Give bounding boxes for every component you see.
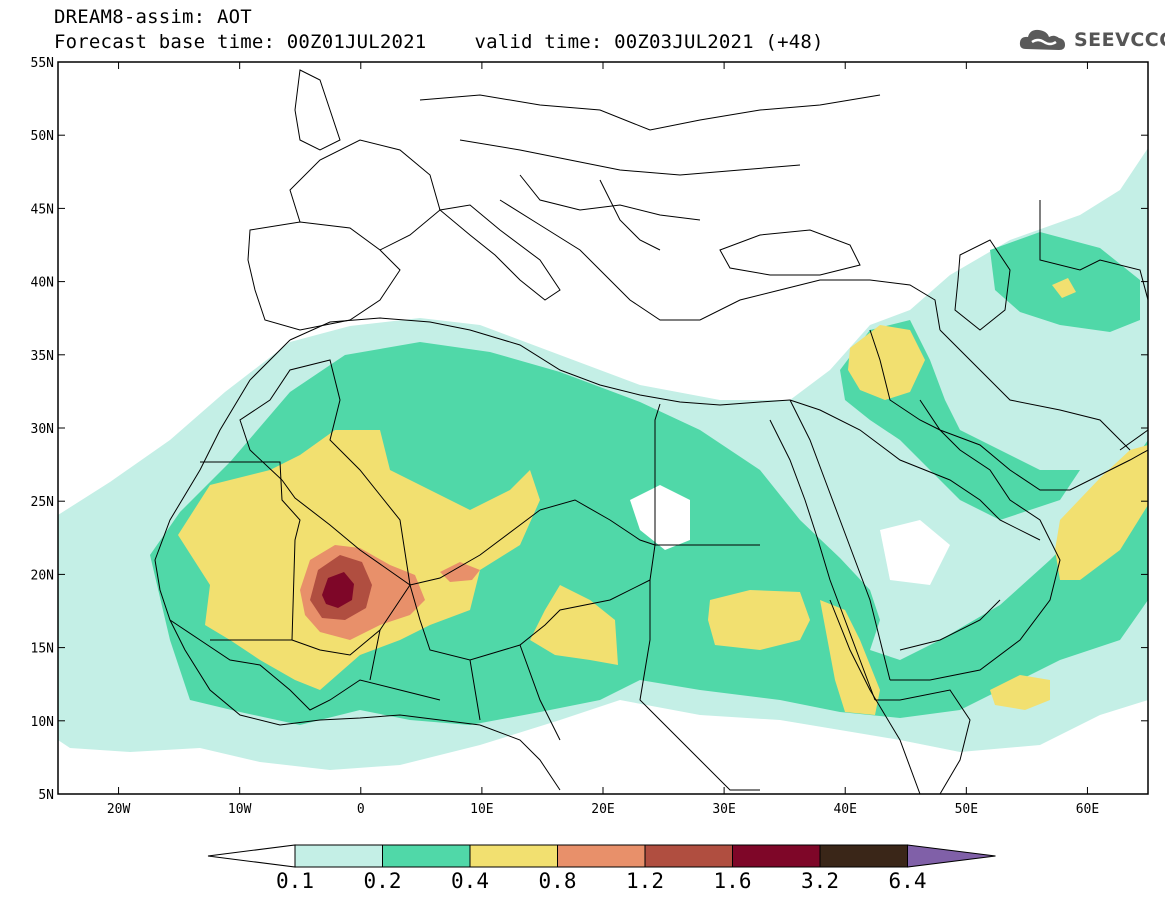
- forecast-base-time: Forecast base time: 00Z01JUL2021: [54, 31, 427, 53]
- lat-tick-label: 25N: [31, 495, 54, 510]
- lat-tick-label: 20N: [31, 568, 54, 583]
- colorbar-label: 0.2: [364, 869, 402, 893]
- north-africa-coast: [289, 317, 791, 406]
- red-sea-east: [789, 399, 891, 681]
- red-sea-west: [769, 419, 876, 701]
- west-africa-coast: [154, 339, 481, 726]
- colorbar-label: 1.6: [714, 869, 752, 893]
- lon-tick-label: 60E: [1076, 802, 1099, 817]
- lon-tick-label: 50E: [955, 802, 978, 817]
- mali-border: [281, 479, 411, 656]
- colorbar-swatch: [557, 844, 646, 868]
- longitude-axis: 20W 10W 0 10E 20E 30E 40E 50E 60E: [107, 62, 1099, 817]
- aot-band-0.4-iraq: [848, 325, 925, 400]
- lon-tick-label: 10W: [228, 802, 252, 817]
- lat-tick-label: 10N: [31, 715, 54, 730]
- colorbar-swatch: [644, 844, 733, 868]
- colorbar: 0.1 0.2 0.4 0.8 1.2 1.6 3.2 6.4: [207, 844, 996, 893]
- aot-band-0.4-chad: [530, 585, 618, 665]
- colorbar-label: 0.1: [276, 869, 314, 893]
- seevccc-logo: SEEVCCC: [1018, 24, 1165, 56]
- libya-egypt-border: [539, 403, 661, 546]
- lat-tick-label: 30N: [31, 422, 54, 437]
- lat-tick-label: 45N: [31, 202, 54, 217]
- colorbar-swatch: [732, 844, 821, 868]
- lon-tick-label: 40E: [833, 802, 856, 817]
- italy-coast: [438, 204, 561, 301]
- saudi-border: [789, 399, 1041, 541]
- lon-tick-label: 0: [357, 802, 365, 817]
- aot-band-0.8-niger: [440, 562, 480, 582]
- sudan-border: [639, 580, 760, 791]
- aot-band-0.4-caspian: [1052, 278, 1076, 298]
- european-interior-borders: [419, 94, 881, 251]
- aot-shading: [58, 148, 1148, 770]
- niger-chad-border: [409, 544, 656, 661]
- caspian-sea: [954, 239, 1011, 331]
- iberia-coast: [247, 221, 401, 331]
- valid-time: valid time: 00Z03JUL2021 (+48): [474, 31, 824, 53]
- colorbar-label: 6.4: [889, 869, 927, 893]
- balkans-coast: [499, 199, 781, 321]
- lon-tick-label: 20E: [591, 802, 614, 817]
- colorbar-under-arrow: [207, 844, 296, 868]
- ethiopia-border: [829, 599, 921, 794]
- lat-tick-label: 50N: [31, 129, 54, 144]
- aot-band-0.4-red-sea: [820, 600, 880, 715]
- lat-tick-label: 35N: [31, 349, 54, 364]
- algeria-border: [239, 359, 541, 586]
- iran-border: [939, 329, 1131, 451]
- aot-band-0.4-arabian-sea: [1055, 445, 1148, 580]
- lat-tick-label: 40N: [31, 276, 54, 291]
- france-coast: [289, 139, 441, 251]
- aot-clear-arabia: [880, 520, 950, 585]
- horn-of-africa: [875, 689, 971, 794]
- persian-gulf: [939, 429, 1148, 491]
- colorbar-label: 3.2: [801, 869, 839, 893]
- colorbar-swatch: [294, 844, 383, 868]
- aot-clear-libya: [630, 485, 690, 550]
- lat-tick-label: 5N: [38, 788, 54, 803]
- colorbar-swatch: [819, 844, 908, 868]
- colorbar-swatch: [469, 844, 558, 868]
- colorbar-label: 1.2: [626, 869, 664, 893]
- black-sea: [719, 229, 861, 276]
- coastlines-borders: [154, 69, 1148, 794]
- logo-text: SEEVCCC: [1074, 29, 1165, 51]
- uk-coast: [294, 69, 341, 151]
- aot-band-0.4-socotra: [990, 675, 1050, 710]
- lon-tick-label: 20W: [107, 802, 131, 817]
- colorbar-label: 0.4: [451, 869, 489, 893]
- chart-subtitle: Forecast base time: 00Z01JUL2021 valid ti…: [54, 31, 824, 53]
- cloud-icon: [1019, 29, 1065, 50]
- india-west: [1119, 429, 1148, 451]
- aot-band-0.4-sudan: [708, 590, 810, 650]
- gulf-of-guinea-coast: [479, 724, 561, 791]
- lon-tick-label: 30E: [712, 802, 735, 817]
- lon-tick-label: 10E: [470, 802, 493, 817]
- aot-band-1.6: [322, 572, 354, 608]
- chart-title: DREAM8-assim: AOT: [54, 6, 252, 28]
- iraq-border: [869, 329, 941, 431]
- lat-tick-label: 55N: [31, 56, 54, 71]
- yemen-border: [899, 599, 1001, 651]
- colorbar-swatch: [382, 844, 471, 868]
- colorbar-over-arrow: [907, 844, 996, 868]
- arabia-coast: [890, 399, 1061, 681]
- latitude-axis: 55N 50N 45N 40N 35N 30N 25N 20N 15N 10N 5N: [31, 56, 1148, 803]
- turkey-border: [779, 279, 941, 331]
- colorbar-label: 0.8: [539, 869, 577, 893]
- west-africa-interior: [169, 619, 561, 741]
- lat-tick-label: 15N: [31, 642, 54, 657]
- central-asia-border: [1039, 200, 1148, 301]
